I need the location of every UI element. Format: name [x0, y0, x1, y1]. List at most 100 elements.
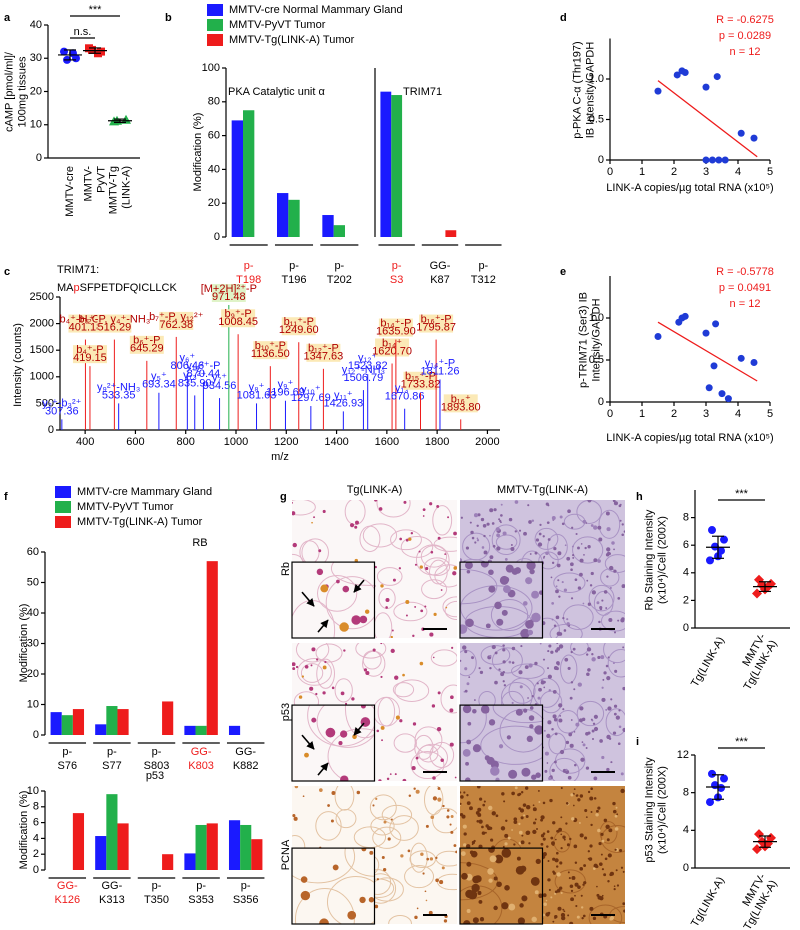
- tissue-nucleus: [580, 894, 583, 897]
- bar: [243, 110, 255, 237]
- x-tick-label: 2000: [475, 436, 499, 448]
- tissue-nucleus: [551, 841, 555, 846]
- tissue-nucleus: [554, 667, 557, 670]
- tissue-nucleus: [580, 543, 583, 545]
- tissue-nucleus: [564, 657, 569, 662]
- tissue-nucleus: [498, 518, 501, 521]
- tissue-nucleus: [435, 856, 438, 860]
- peak-mz: 1008.45: [218, 316, 258, 328]
- tissue-nucleus: [526, 735, 533, 742]
- tissue-nucleus: [355, 520, 359, 525]
- tissue-nucleus: [508, 517, 513, 522]
- tissue-nucleus: [380, 725, 385, 730]
- tissue-nucleus: [599, 605, 603, 610]
- tissue-nucleus: [577, 586, 582, 590]
- tissue-nucleus: [462, 705, 472, 714]
- tissue-nucleus: [577, 682, 582, 687]
- tissue-nucleus: [548, 888, 551, 891]
- tissue-nucleus: [465, 562, 473, 570]
- tissue-nucleus: [315, 692, 318, 696]
- data-point: [706, 798, 714, 807]
- peak-ion: [M+2H]²⁺-P: [201, 283, 257, 295]
- panel-letter: f: [4, 491, 8, 503]
- tissue-nucleus: [295, 665, 299, 669]
- tissue-nucleus: [570, 889, 574, 893]
- y-tick-label: 80: [208, 96, 220, 108]
- tissue-nucleus: [430, 815, 435, 820]
- bar: [322, 215, 334, 237]
- tissue-nucleus: [567, 666, 571, 670]
- tissue-nucleus: [558, 632, 563, 636]
- tissue-nucleus: [375, 797, 378, 800]
- y-tick-label: 6: [683, 539, 689, 551]
- tissue-nucleus: [615, 715, 620, 720]
- tissue-nucleus: [613, 712, 617, 716]
- tissue-nucleus: [460, 659, 462, 662]
- x-tick-label: 600: [126, 436, 144, 448]
- peak-mz: 1811.26: [420, 365, 459, 377]
- legend-label: MMTV-cre Normal Mammary Gland: [229, 4, 403, 16]
- x-tick-label: p-: [152, 746, 162, 758]
- peak-mz: 971.48: [212, 291, 246, 303]
- peak-label-box: [253, 341, 288, 360]
- tissue-nucleus: [590, 524, 594, 527]
- row-label: p53: [280, 703, 292, 721]
- x-tick-label: 1: [639, 166, 645, 178]
- y-tick-label: 40: [208, 163, 220, 175]
- tissue-cell: [433, 536, 457, 552]
- tissue-nucleus: [557, 663, 560, 666]
- peak-mz: 307.36: [45, 405, 79, 417]
- peak-mz: 1506.79: [344, 372, 384, 384]
- tissue-nucleus: [612, 801, 616, 806]
- bar: [277, 193, 289, 237]
- tissue-nucleus: [437, 797, 442, 802]
- peak-mz: 419.15: [73, 352, 107, 364]
- tissue-nucleus: [518, 792, 522, 796]
- tissue-nucleus: [607, 880, 610, 883]
- tissue-nucleus: [574, 882, 579, 887]
- tissue-nucleus: [440, 589, 443, 591]
- tissue-nucleus: [414, 915, 418, 920]
- tissue-cell: [295, 643, 330, 663]
- tissue-nucleus: [520, 645, 523, 648]
- tissue-nucleus: [564, 544, 567, 547]
- tissue-nucleus: [469, 521, 472, 524]
- bar: [240, 824, 252, 870]
- x-axis-label: m/z: [271, 451, 289, 463]
- tissue-nucleus: [543, 902, 547, 907]
- x-tick-label: S803: [144, 760, 170, 772]
- tissue-cell: [335, 809, 357, 829]
- tissue-nucleus: [494, 680, 498, 685]
- data-point: [681, 312, 689, 320]
- tissue-cell: [570, 643, 589, 656]
- tissue-cell: [510, 663, 545, 679]
- tissue-nucleus: [420, 609, 424, 613]
- tissue-nucleus: [489, 534, 491, 537]
- data-point: [750, 134, 758, 142]
- y-axis-label: Modification (%): [18, 604, 30, 683]
- annotation: R = -0.5778: [716, 266, 774, 278]
- peak-mz: 1196.69: [266, 387, 305, 399]
- tissue-nucleus: [554, 917, 556, 919]
- tissue-nucleus: [556, 563, 561, 568]
- tissue-nucleus: [422, 515, 425, 517]
- x-tick-label: S353: [188, 894, 214, 906]
- tissue-nucleus: [340, 775, 349, 781]
- y-tick-label: 500: [36, 397, 54, 409]
- tissue-nucleus: [601, 599, 604, 602]
- tissue-nucleus: [378, 779, 382, 781]
- peak-label-box: [129, 335, 164, 354]
- tissue-nucleus: [467, 890, 478, 900]
- tissue-nucleus: [565, 822, 568, 825]
- tissue-nucleus: [480, 562, 489, 568]
- tissue-nucleus: [364, 609, 370, 614]
- tissue-nucleus: [322, 665, 327, 670]
- peak-mz: 1297.69: [291, 392, 331, 404]
- tissue-nucleus: [378, 507, 383, 511]
- tissue-cell: [553, 572, 586, 593]
- tissue-nucleus: [545, 899, 548, 902]
- peak-mz: 806.46: [171, 360, 205, 372]
- data-point: [705, 384, 713, 392]
- tissue-nucleus: [569, 696, 573, 700]
- y-tick-label: 8: [33, 801, 39, 813]
